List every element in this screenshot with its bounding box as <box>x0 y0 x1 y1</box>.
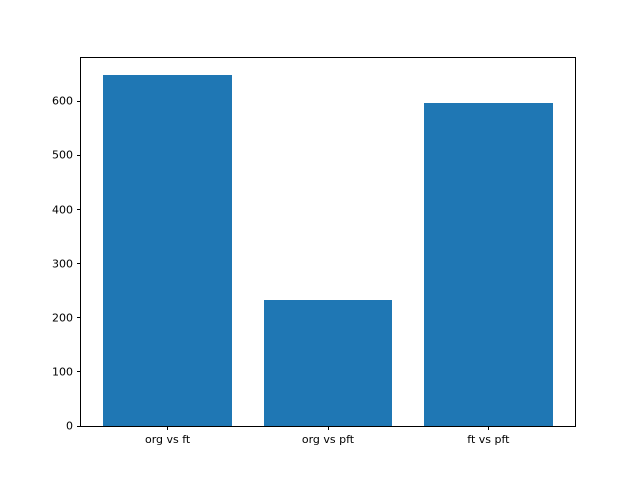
y-axis-tick-label: 400 <box>52 203 73 217</box>
y-axis-tick <box>77 263 81 265</box>
y-axis-tick <box>77 371 81 373</box>
y-axis-tick-label: 600 <box>52 94 73 108</box>
y-axis-tick-label: 100 <box>52 365 73 379</box>
x-axis-tick-label: org vs ft <box>144 433 191 446</box>
x-axis-tick-label: ft vs pft <box>467 433 510 446</box>
y-axis-tick-label: 300 <box>52 257 73 271</box>
x-axis-tick <box>327 426 329 430</box>
x-axis-tick <box>167 426 169 430</box>
y-axis-tick <box>77 100 81 102</box>
y-axis-tick <box>77 209 81 211</box>
bar-org-vs-pft <box>263 299 393 426</box>
x-axis-tick <box>487 426 489 430</box>
x-axis-tick-label: org vs pft <box>301 433 355 446</box>
bar-ft-vs-pft <box>424 102 553 426</box>
y-axis-tick <box>77 317 81 319</box>
y-axis-tick-label: 0 <box>66 419 73 433</box>
bar-org-vs-ft <box>103 75 232 426</box>
y-axis-tick <box>77 425 81 427</box>
y-axis-tick <box>77 154 81 156</box>
bars-layer <box>81 58 575 426</box>
y-axis-tick-label: 200 <box>52 311 73 325</box>
y-axis-tick-label: 500 <box>52 148 73 162</box>
plot-area: 0 100 200 300 400 500 600 org vs ft org vs pft f… <box>52 57 576 446</box>
